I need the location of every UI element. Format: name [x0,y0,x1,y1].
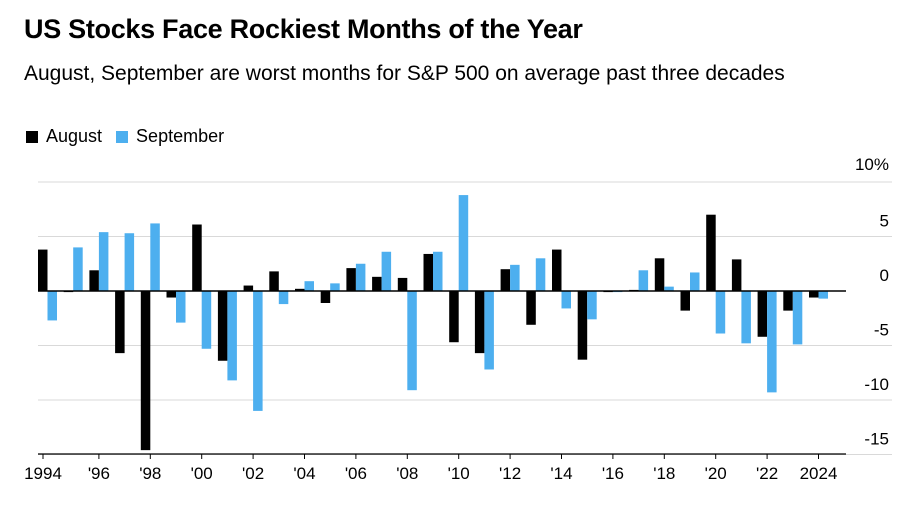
x-tick-label: '18 [653,464,675,483]
x-tick-label: '02 [242,464,264,483]
x-tick-label: '16 [602,464,624,483]
bar-september-2019 [690,272,700,291]
bar-august-2001 [217,291,228,361]
bar-august-1997 [115,291,125,354]
bar-september-1999 [176,291,186,323]
bar-august-2013 [526,291,536,325]
bar-september-2013 [535,258,546,291]
bar-september-2012 [510,264,520,291]
chart-subtitle: August, September are worst months for S… [24,62,785,85]
bar-august-2007 [372,276,382,291]
x-tick-label: '06 [345,464,367,483]
bar-august-2023 [783,291,793,311]
y-tick-label: 10% [855,155,889,174]
legend-swatch-august [26,130,38,143]
bar-september-2003 [278,291,289,305]
bar-september-2007 [381,251,392,291]
y-tick-label: 5 [880,212,889,231]
x-tick-label: 2024 [800,464,838,483]
bar-august-2018 [654,258,665,291]
x-tick-label: '14 [550,464,572,483]
bar-august-2006 [346,268,356,291]
bar-august-1998 [140,291,151,451]
legend-swatch-september [116,130,129,143]
bar-september-1997 [124,233,135,291]
legend-label-august: August [46,126,103,146]
x-tick-label: '98 [139,464,161,483]
legend-item-august: August [26,126,102,147]
bar-august-2015 [577,291,588,360]
legend-label-september: September [136,126,225,146]
bar-september-2022 [767,291,777,393]
bar-september-2001 [227,291,237,381]
bar-september-2021 [741,291,751,344]
legend: August September [26,126,238,147]
bar-september-2002 [253,291,263,411]
x-tick-label: '08 [396,464,418,483]
bar-september-2020 [715,291,726,334]
bar-august-2003 [269,271,279,291]
bar-september-2005 [330,283,340,291]
bar-august-2014 [552,249,562,291]
bar-september-1996 [98,232,109,291]
bar-august-2020 [706,214,716,291]
bar-september-2014 [561,291,571,309]
bar-september-2010 [458,195,469,291]
bar-september-2015 [587,291,597,320]
bar-august-1996 [89,270,99,291]
bar-september-2017 [638,270,649,291]
bar-august-1999 [166,291,176,298]
bar-august-2011 [474,291,485,354]
bar-september-2018 [664,286,674,291]
bar-september-2011 [484,291,494,370]
bar-september-1998 [150,223,160,291]
bar-august-2008 [397,277,408,291]
x-tick-label: '12 [499,464,521,483]
x-tick-label: '04 [293,464,315,483]
x-tick-label: '22 [756,464,778,483]
bar-august-2019 [680,291,690,311]
bar-august-2000 [192,224,202,291]
x-tick-label: '20 [705,464,727,483]
bar-september-2023 [792,291,803,345]
bar-august-2009 [423,253,433,291]
x-tick-label: '00 [191,464,213,483]
y-tick-label: -5 [874,321,889,340]
bar-august-2005 [320,291,331,303]
bar-august-2002 [243,285,254,291]
chart-title: US Stocks Face Rockiest Months of the Ye… [24,14,583,44]
bar-august-2022 [757,291,768,337]
bar-september-2009 [433,251,443,291]
y-tick-label: -10 [864,375,889,394]
y-tick-label: -15 [864,430,889,449]
bar-august-2010 [449,291,459,343]
bar-august-2012 [500,269,511,291]
legend-item-september: September [116,126,224,147]
bar-september-2004 [304,281,314,291]
bar-august-1994 [38,249,48,291]
bar-september-2006 [355,263,366,291]
x-tick-label: 1994 [24,464,62,483]
bar-september-2008 [407,291,417,391]
bar-september-2000 [201,291,212,349]
bar-august-2004 [295,288,305,291]
x-tick-label: '10 [448,464,470,483]
bar-august-2024 [809,291,819,298]
bar-august-2021 [731,259,742,291]
bar-september-1995 [73,247,83,291]
x-tick-label: '96 [88,464,110,483]
bar-september-2024 [818,291,828,299]
bar-september-1994 [47,291,57,321]
y-tick-label: 0 [880,266,889,285]
